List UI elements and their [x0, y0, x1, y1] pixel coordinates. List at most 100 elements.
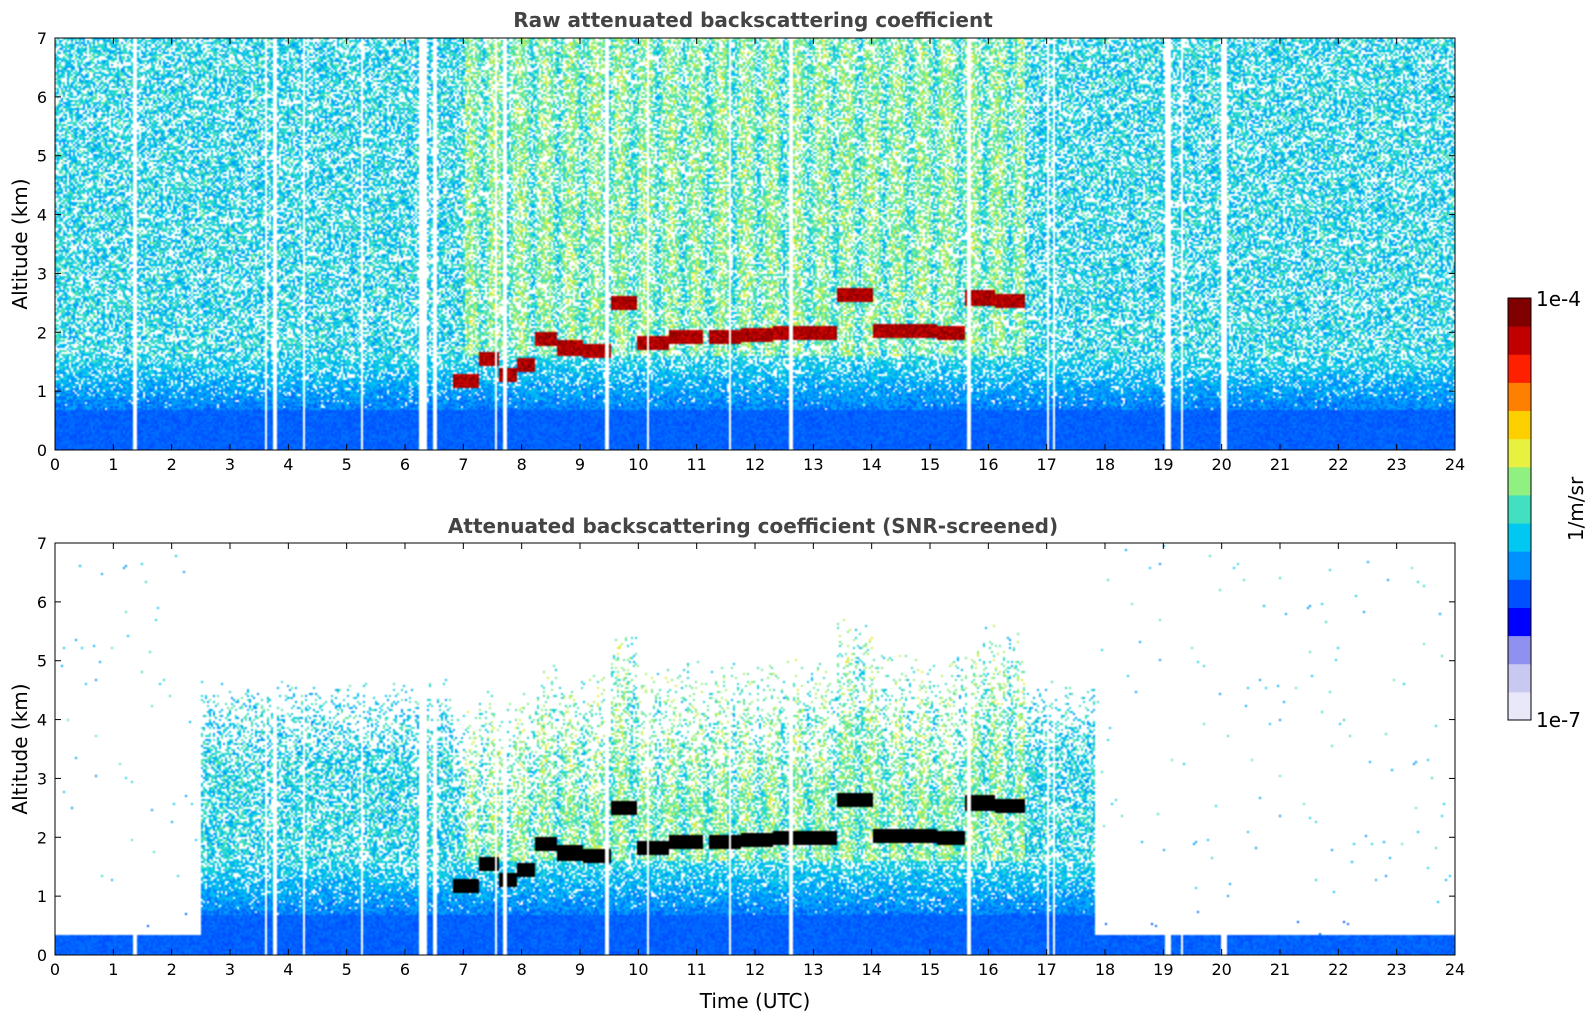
- y-tick-label: 5: [37, 147, 47, 166]
- y-tick-label: 0: [37, 441, 47, 460]
- x-tick-label: 15: [920, 960, 940, 979]
- x-tick-label: 23: [1386, 455, 1406, 474]
- x-tick-label: 2: [167, 960, 177, 979]
- x-tick-label: 5: [342, 960, 352, 979]
- x-tick-label: 16: [978, 455, 998, 474]
- x-tick-label: 7: [458, 455, 468, 474]
- x-tick-label: 23: [1386, 960, 1406, 979]
- x-tick-label: 17: [1036, 960, 1056, 979]
- x-tick-label: 24: [1445, 960, 1465, 979]
- x-tick-label: 14: [861, 455, 881, 474]
- y-tick-label: 2: [37, 323, 47, 342]
- colorbar-band: [1508, 579, 1531, 608]
- panel-screened-x-ticks: 0 1 2 3 4 5 6 7 8 9 10 11 12 13 14 15 16 17 18 19 20 21 22 23 24: [50, 543, 1465, 979]
- x-tick-label: 3: [225, 455, 235, 474]
- x-tick-label: 18: [1095, 960, 1115, 979]
- colorbar-band: [1508, 523, 1531, 552]
- x-tick-label: 20: [1211, 960, 1231, 979]
- x-tick-label: 9: [575, 960, 585, 979]
- x-tick-label: 14: [861, 960, 881, 979]
- x-tick-label: 5: [342, 455, 352, 474]
- x-tick-label: 10: [628, 455, 648, 474]
- y-tick-label: 4: [37, 206, 47, 225]
- panel-screened-y-ticks: 0 1 2 3 4 5 6 7: [37, 534, 1455, 965]
- colorbar-band: [1508, 635, 1531, 665]
- x-tick-label: 4: [283, 455, 293, 474]
- panel-screened: Attenuated backscattering coefficient (S…: [8, 514, 1465, 1013]
- y-tick-label: 2: [37, 828, 47, 847]
- y-tick-label: 0: [37, 946, 47, 965]
- x-tick-label: 1: [108, 960, 118, 979]
- panel-raw-x-ticks: 0 1 2 3 4 5 6 7 8 9 10 11 12 13 14 15 16 17 18 19 20 21 22 23 24: [50, 38, 1465, 474]
- x-tick-label: 16: [978, 960, 998, 979]
- colorbar-band: [1508, 663, 1531, 693]
- x-tick-label: 17: [1036, 455, 1056, 474]
- panel-screened-heatmap: [55, 543, 1455, 955]
- x-tick-label: 12: [745, 455, 765, 474]
- x-tick-label: 10: [628, 960, 648, 979]
- colorbar-frame: [1507, 297, 1532, 721]
- x-tick-label: 21: [1270, 960, 1290, 979]
- x-tick-label: 4: [283, 960, 293, 979]
- colorbar-band: [1508, 354, 1531, 383]
- x-tick-label: 12: [745, 960, 765, 979]
- x-tick-label: 20: [1211, 455, 1231, 474]
- colorbar-bands: [1508, 298, 1531, 721]
- panel-raw-y-ticks: 0 1 2 3 4 5 6 7: [37, 29, 1455, 460]
- colorbar-band: [1508, 466, 1531, 496]
- x-tick-label: 15: [920, 455, 940, 474]
- y-tick-label: 7: [37, 534, 47, 553]
- x-tick-label: 8: [517, 455, 527, 474]
- y-tick-label: 5: [37, 652, 47, 671]
- colorbar-band: [1508, 382, 1531, 412]
- x-tick-label: 22: [1328, 960, 1348, 979]
- x-tick-label: 19: [1153, 960, 1173, 979]
- x-tick-label: 7: [458, 960, 468, 979]
- x-tick-label: 8: [517, 960, 527, 979]
- x-tick-label: 18: [1095, 455, 1115, 474]
- colorbar-min-label: 1e-7: [1536, 708, 1581, 732]
- y-tick-label: 3: [37, 769, 47, 788]
- panel-raw: Raw attenuated backscattering coefficien…: [8, 8, 1465, 474]
- y-tick-label: 4: [37, 711, 47, 730]
- panel-raw-heatmap: [55, 38, 1455, 450]
- x-tick-label: 11: [686, 960, 706, 979]
- y-tick-label: 7: [37, 29, 47, 48]
- x-tick-label: 21: [1270, 455, 1290, 474]
- x-tick-label: 13: [803, 960, 823, 979]
- y-tick-label: 6: [37, 88, 47, 107]
- y-tick-label: 1: [37, 887, 47, 906]
- y-tick-label: 1: [37, 382, 47, 401]
- colorbar-band: [1508, 691, 1531, 721]
- x-tick-label: 22: [1328, 455, 1348, 474]
- panel-raw-ylabel: Altitude (km): [8, 178, 32, 309]
- colorbar-band: [1508, 551, 1531, 580]
- y-tick-label: 6: [37, 593, 47, 612]
- y-tick-label: 3: [37, 264, 47, 283]
- colorbar-band: [1508, 298, 1531, 327]
- colorbar-band: [1508, 494, 1531, 524]
- colorbar-unit-label: 1/m/sr: [1564, 476, 1588, 541]
- colorbar-band: [1508, 607, 1531, 637]
- x-tick-label: 13: [803, 455, 823, 474]
- x-tick-label: 3: [225, 960, 235, 979]
- x-tick-label: 0: [50, 455, 60, 474]
- x-tick-label: 6: [400, 455, 410, 474]
- colorbar-band: [1508, 438, 1531, 468]
- colorbar-max-label: 1e-4: [1536, 287, 1581, 311]
- x-tick-label: 24: [1445, 455, 1465, 474]
- x-tick-label: 11: [686, 455, 706, 474]
- x-tick-label: 1: [108, 455, 118, 474]
- x-tick-label: 0: [50, 960, 60, 979]
- panel-screened-xlabel: Time (UTC): [699, 989, 811, 1013]
- panel-raw-title: Raw attenuated backscattering coefficien…: [513, 8, 993, 32]
- colorbar: 1e-4 1e-7 1/m/sr: [1507, 287, 1588, 732]
- panel-screened-ylabel: Altitude (km): [8, 683, 32, 814]
- x-tick-label: 9: [575, 455, 585, 474]
- colorbar-band: [1508, 410, 1531, 440]
- x-tick-label: 2: [167, 455, 177, 474]
- colorbar-band: [1508, 326, 1531, 355]
- x-tick-label: 6: [400, 960, 410, 979]
- x-tick-label: 19: [1153, 455, 1173, 474]
